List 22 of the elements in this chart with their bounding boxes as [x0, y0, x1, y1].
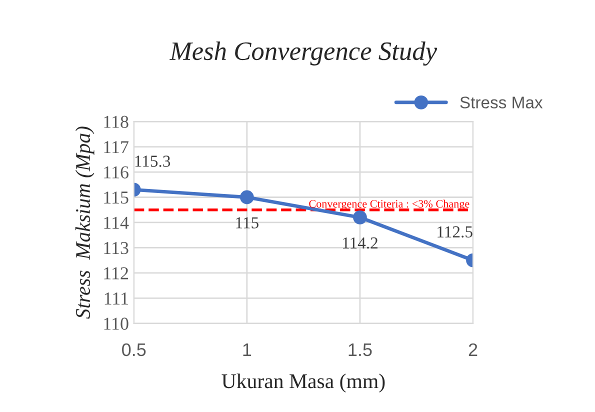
y-tick-label: 115	[104, 192, 128, 204]
legend-label: Stress Max	[460, 96, 543, 108]
y-axis-title: Stress Maksium (Mpa)	[75, 126, 94, 319]
x-tick-label: 2	[468, 343, 478, 356]
ref-line-label: Convergence Ctiteria : <3% Change	[309, 200, 470, 210]
data-label: 114.2	[343, 237, 378, 249]
y-tick-label: 118	[104, 116, 128, 128]
chart-title: Mesh Convergence Study	[170, 42, 438, 66]
y-tick-label: 117	[104, 141, 128, 154]
y-tick-label: 111	[104, 292, 128, 304]
y-tick-label: 116	[104, 166, 128, 178]
y-tick-label: 114	[104, 216, 129, 229]
y-tick-label: 110	[104, 318, 128, 330]
x-tick-label: 1	[243, 344, 252, 356]
x-tick-label: 1.5	[348, 344, 372, 356]
x-tick-label: 0.5	[122, 343, 146, 356]
data-label: 115	[236, 217, 258, 228]
data-label: 115.3	[135, 156, 170, 167]
x-axis-title: Ukuran Masa (mm)	[222, 374, 385, 392]
y-tick-label: 112	[104, 267, 128, 280]
y-tick-label: 113	[104, 242, 128, 254]
data-label: 112.5	[438, 226, 472, 238]
